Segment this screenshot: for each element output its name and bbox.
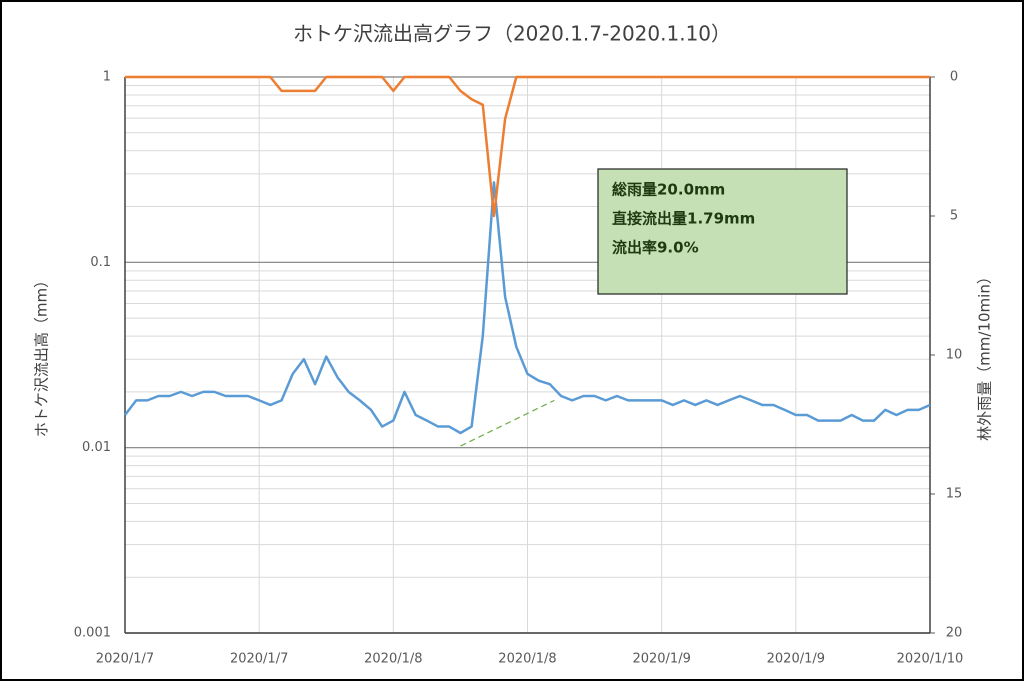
annotation: 流出率9.0%	[612, 239, 699, 257]
annotation: 直接流出量1.79mm	[612, 210, 755, 228]
y-tick-label: 0.001	[74, 626, 111, 641]
y2-axis-title: 林外雨量（mm/10min）	[976, 269, 994, 441]
y-tick-label: 0.1	[90, 255, 111, 270]
x-tick-label: 2020/1/9	[632, 652, 690, 667]
annotation-bg	[597, 168, 848, 295]
chart-title: ホトケ沢流出高グラフ（2020.1.7-2020.1.10）	[293, 22, 731, 46]
y2-tick-label: 10	[946, 348, 963, 363]
y-tick-label: 0.01	[82, 440, 111, 455]
annotation-box: 総雨量20.0mm 直接流出量1.79mm 流出率9.0%	[597, 168, 848, 295]
x-tick-label: 2020/1/8	[364, 652, 422, 667]
x-tick-label: 2020/1/7	[96, 652, 154, 667]
y2-tick-label: 20	[946, 626, 963, 641]
series-line	[125, 75, 930, 218]
y2-tick-label: 5	[950, 209, 958, 224]
x-tick-label: 2020/1/10	[897, 652, 964, 667]
separation-line	[460, 399, 555, 447]
annotation: 総雨量20.0mm	[612, 181, 725, 199]
y-axis-title: ホトケ沢流出高（mm）	[33, 273, 51, 437]
x-tick-label: 2020/1/8	[498, 652, 556, 667]
x-tick-label: 2020/1/7	[230, 652, 288, 667]
series-line	[124, 181, 931, 435]
x-tick-label: 2020/1/9	[767, 652, 825, 667]
y-tick-label: 1	[103, 70, 111, 85]
y2-tick-label: 0	[950, 70, 958, 85]
y2-tick-label: 15	[946, 487, 963, 502]
